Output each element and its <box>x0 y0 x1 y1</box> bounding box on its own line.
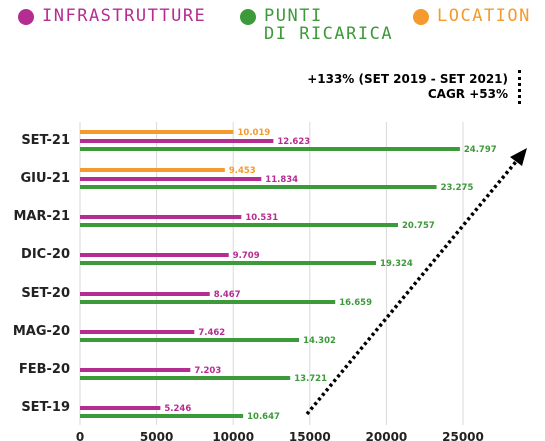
x-tick-label: 5000 <box>140 430 173 441</box>
bar <box>80 168 225 172</box>
trend-arrow <box>305 148 527 416</box>
value-label: 5.246 <box>164 404 191 414</box>
bar <box>80 406 161 410</box>
trend-arrow-line <box>305 156 521 416</box>
legend-label: PUNTI DI RICARICA <box>264 6 394 44</box>
x-tick-labels: 0 5000 10000 15000 20000 25000 <box>76 430 484 441</box>
value-label: 11.834 <box>265 175 298 185</box>
note-dotted-marker <box>518 70 521 104</box>
bar <box>80 292 210 296</box>
value-label: 16.659 <box>339 298 372 308</box>
x-tick-label: 0 <box>76 430 84 441</box>
value-label: 24.797 <box>464 145 497 155</box>
legend-dot-icon <box>240 9 256 25</box>
bar <box>80 368 191 372</box>
value-label: 13.721 <box>294 374 327 384</box>
category-label: DIC-20 <box>21 247 70 262</box>
value-label: 12.623 <box>277 137 310 147</box>
x-tick-label: 25000 <box>442 430 484 441</box>
bar <box>80 215 242 219</box>
value-label: 8.467 <box>214 290 241 300</box>
category-labels: SET-21 GIU-21 MAR-21 DIC-20 SET-20 MAG-20 FEB-… <box>13 133 70 415</box>
bar <box>80 376 291 380</box>
bar <box>80 130 234 134</box>
value-label: 20.757 <box>402 221 435 231</box>
legend: INFRASTRUTTURE PUNTI DI RICARICA LOCATIO… <box>0 0 545 50</box>
category-label: SET-20 <box>21 286 70 301</box>
growth-note-line2: CAGR +53% <box>427 87 508 101</box>
grid-lines <box>79 122 464 425</box>
x-tick-label: 10000 <box>212 430 254 441</box>
bar <box>80 253 229 257</box>
bar <box>80 261 377 265</box>
value-label: 9.453 <box>229 166 256 176</box>
bar <box>80 300 336 304</box>
category-label: GIU-21 <box>20 171 70 186</box>
bar <box>80 147 460 151</box>
value-label: 10.531 <box>245 213 278 223</box>
bar <box>80 414 244 418</box>
legend-dot-icon <box>413 9 429 25</box>
bar <box>80 338 300 342</box>
value-label: 19.324 <box>380 259 413 269</box>
category-label: SET-19 <box>21 400 70 415</box>
category-label: SET-21 <box>21 133 70 148</box>
x-tick-label: 20000 <box>366 430 408 441</box>
value-label: 9.709 <box>233 251 260 261</box>
bar <box>80 177 262 181</box>
value-label: 10.647 <box>247 412 280 422</box>
category-label: FEB-20 <box>19 362 70 377</box>
bar <box>80 185 437 189</box>
value-label: 10.019 <box>237 128 270 138</box>
value-label: 7.203 <box>194 366 221 376</box>
x-tick-label: 15000 <box>289 430 331 441</box>
value-label: 23.275 <box>441 183 474 193</box>
bars <box>80 130 460 418</box>
growth-note: +133% (SET 2019 - SET 2021) CAGR +53% <box>307 72 508 102</box>
bar <box>80 223 398 227</box>
bar <box>80 330 195 334</box>
value-labels: 10.019 9.453 12.623 11.834 10.531 9.709 8.467 7… <box>164 128 496 422</box>
bar <box>80 139 274 143</box>
category-label: MAR-21 <box>14 209 71 224</box>
arrow-head-icon <box>510 148 527 166</box>
category-label: MAG-20 <box>13 324 70 339</box>
value-label: 7.462 <box>198 328 225 338</box>
legend-dot-icon <box>18 9 34 25</box>
legend-label: LOCATION <box>437 6 531 26</box>
growth-note-line1: +133% (SET 2019 - SET 2021) <box>307 72 508 86</box>
legend-label: INFRASTRUTTURE <box>42 6 207 26</box>
value-label: 14.302 <box>303 336 336 346</box>
